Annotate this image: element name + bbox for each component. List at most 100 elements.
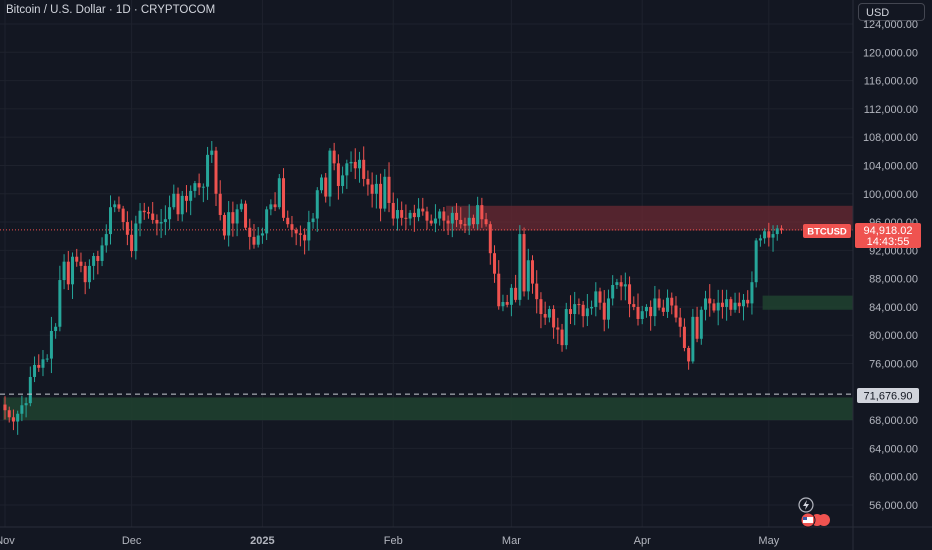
y-tick-label: 80,000.00 xyxy=(869,330,918,342)
time-axis[interactable]: Nov Dec 2025 Feb Mar Apr May xyxy=(0,535,780,547)
chart-title: Bitcoin / U.S. Dollar · 1D · CRYPTOCOM xyxy=(6,4,216,16)
candle-body xyxy=(417,208,421,218)
candle-body xyxy=(687,347,691,362)
y-tick-label: 108,000.00 xyxy=(863,132,918,144)
candle-body xyxy=(244,203,248,228)
candle-body xyxy=(763,231,767,239)
candle-body xyxy=(130,234,134,252)
candle-body xyxy=(163,219,167,223)
candle-body xyxy=(666,297,670,312)
candle-body xyxy=(96,256,100,261)
y-tick-label: 116,000.00 xyxy=(864,76,918,88)
candle-body xyxy=(328,150,332,197)
candle-body xyxy=(155,219,159,224)
candle-body xyxy=(320,177,323,191)
lightning-icon[interactable] xyxy=(798,497,814,513)
candle-body xyxy=(104,234,108,246)
candle-body xyxy=(442,211,446,221)
candle-body xyxy=(505,301,509,305)
candle-body xyxy=(535,283,539,300)
candle-body xyxy=(412,212,416,218)
marked-level-badge: 71,676.90 xyxy=(857,388,919,403)
candle-body xyxy=(210,150,214,155)
candle-body xyxy=(514,287,518,300)
candle-body xyxy=(742,299,745,307)
candle-body xyxy=(543,314,547,318)
last-price-badge: BTCUSD 94,918.02 14:43:55 xyxy=(803,223,921,248)
candle-body xyxy=(79,261,83,266)
candle-body xyxy=(775,228,779,235)
x-tick-label: Apr xyxy=(634,535,651,547)
x-tick-label: Dec xyxy=(122,535,142,547)
candle-body xyxy=(134,223,138,252)
candle-body xyxy=(526,260,530,292)
flag-icon[interactable] xyxy=(800,512,830,528)
candle-body xyxy=(227,212,231,236)
candle-body xyxy=(49,330,53,359)
candle-body xyxy=(45,358,49,360)
candle-body xyxy=(345,163,349,176)
candle-body xyxy=(66,261,70,285)
candle-body xyxy=(699,309,703,339)
candle-body xyxy=(100,245,104,261)
candle-body xyxy=(720,302,724,307)
candle-body xyxy=(408,212,412,219)
candle-body xyxy=(353,161,357,169)
last-price-label: 94,918.02 xyxy=(864,225,913,237)
candle-body xyxy=(606,298,610,320)
candle-body xyxy=(539,299,543,315)
candle-body xyxy=(594,291,598,307)
candle-body xyxy=(518,234,522,300)
candle-body xyxy=(341,175,345,186)
candle-body xyxy=(121,208,125,223)
candle-body xyxy=(336,163,340,186)
candle-body xyxy=(206,154,210,187)
candle-body xyxy=(332,150,336,164)
candle-body xyxy=(11,417,15,422)
y-tick-label: 84,000.00 xyxy=(869,302,918,314)
candle-body xyxy=(623,284,627,287)
candle-body xyxy=(370,184,374,194)
candle-body xyxy=(400,210,404,218)
candle-body xyxy=(501,301,505,307)
candle-body xyxy=(374,183,378,194)
y-tick-label: 124,000.00 xyxy=(863,19,918,31)
candle-body xyxy=(522,234,526,292)
candle-body xyxy=(552,309,556,328)
candle-body xyxy=(159,222,163,224)
candle-body xyxy=(294,229,298,234)
y-tick-label: 60,000.00 xyxy=(869,472,918,484)
candle-body xyxy=(113,204,117,208)
price-axis[interactable]: 124,000.00 120,000.00 116,000.00 112,000.00… xyxy=(863,19,918,512)
candle-body xyxy=(151,213,155,220)
candle-body xyxy=(771,234,775,238)
y-tick-label: 76,000.00 xyxy=(869,359,918,371)
candle-body xyxy=(547,309,551,318)
candle-body xyxy=(657,298,661,308)
candle-body xyxy=(704,298,708,310)
candle-body xyxy=(758,238,762,241)
candle-body xyxy=(117,204,121,209)
candle-body xyxy=(455,212,459,220)
candle-body xyxy=(649,306,653,317)
candle-body xyxy=(636,306,640,319)
candle-body xyxy=(239,203,243,210)
candle-body xyxy=(463,224,467,226)
candle-body xyxy=(459,219,463,225)
candle-body xyxy=(387,176,391,203)
candle-body xyxy=(189,190,193,201)
candle-body xyxy=(269,204,273,210)
candle-body xyxy=(716,302,720,311)
candle-body xyxy=(556,327,560,330)
candle-body xyxy=(695,316,699,339)
candle-body xyxy=(446,220,450,224)
y-tick-label: 88,000.00 xyxy=(869,274,918,286)
currency-button[interactable]: USD xyxy=(858,3,925,21)
y-tick-label: 104,000.00 xyxy=(863,160,918,172)
candle-body xyxy=(349,161,353,164)
candle-body xyxy=(425,211,429,221)
candle-body xyxy=(168,207,172,220)
candle-body xyxy=(509,287,513,305)
candle-body xyxy=(58,280,62,327)
